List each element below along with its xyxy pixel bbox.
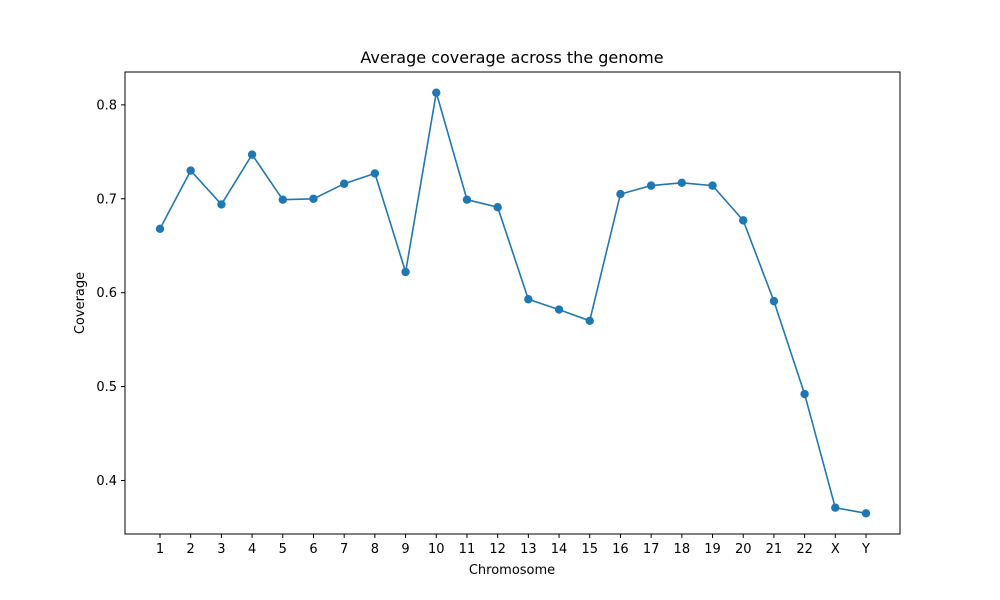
x-tick-label: X [831, 542, 840, 557]
plot-area [124, 71, 901, 535]
data-point [831, 503, 840, 512]
y-tick-label: 0.5 [96, 380, 117, 395]
x-tick-label: 4 [248, 542, 256, 557]
data-point [554, 305, 564, 314]
data-point [739, 216, 748, 225]
x-tick-label: 15 [581, 542, 598, 557]
data-point [708, 181, 717, 190]
x-tick-label: 3 [217, 542, 225, 557]
data-point [432, 88, 441, 97]
x-tick-label: 7 [340, 542, 348, 557]
series-markers [155, 88, 871, 518]
data-point [462, 195, 472, 204]
x-tick-label: 17 [643, 542, 660, 557]
x-tick-label: 14 [551, 542, 568, 557]
data-point [401, 267, 410, 277]
x-tick-label: 22 [796, 542, 813, 557]
data-point [247, 150, 257, 159]
x-tick-label: 5 [279, 542, 287, 557]
x-tick-label: 9 [401, 542, 409, 557]
data-point [309, 194, 318, 203]
y-axis: 0.4 0.5 0.6 0.7 0.8 [96, 98, 125, 489]
data-point [800, 389, 809, 399]
x-tick-label: 16 [612, 542, 629, 557]
data-point [677, 178, 687, 188]
y-tick-label: 0.6 [96, 286, 117, 301]
data-point [585, 316, 594, 326]
x-tick-label: 2 [187, 542, 195, 557]
data-point [769, 296, 779, 306]
y-tick-label: 0.8 [96, 98, 117, 113]
data-point [155, 224, 165, 234]
x-tick-label: 20 [735, 542, 752, 557]
x-tick-label: 12 [489, 542, 506, 557]
y-tick-label: 0.4 [96, 474, 117, 489]
data-point [646, 181, 656, 190]
data-point [278, 195, 287, 204]
x-tick-label: 8 [371, 542, 379, 557]
series-line [159, 92, 867, 515]
x-tick-label: 1 [156, 542, 164, 557]
y-axis-label: Coverage [73, 272, 88, 334]
x-tick-label: 11 [459, 542, 476, 557]
data-point [524, 295, 533, 304]
chart-title: Average coverage across the genome [360, 48, 663, 67]
x-tick-label: Y [861, 542, 870, 557]
x-tick-label: 6 [309, 542, 317, 557]
data-point [186, 166, 195, 175]
data-point [339, 179, 349, 188]
x-tick-label: 13 [520, 542, 537, 557]
x-axis-label: Chromosome [469, 563, 555, 578]
data-point [861, 509, 871, 518]
x-tick-label: 18 [674, 542, 691, 557]
x-tick-label: 19 [704, 542, 721, 557]
x-tick-label: 10 [428, 542, 445, 557]
data-point [493, 203, 502, 212]
x-tick-label: 21 [766, 542, 783, 557]
x-axis: 1 2 3 4 5 6 7 8 9 10 11 12 13 14 15 16 17 18 19 20 21 22 X Y [156, 534, 870, 557]
data-point [616, 189, 625, 199]
data-point [217, 200, 226, 209]
y-tick-label: 0.7 [96, 192, 117, 207]
data-point [370, 169, 380, 178]
